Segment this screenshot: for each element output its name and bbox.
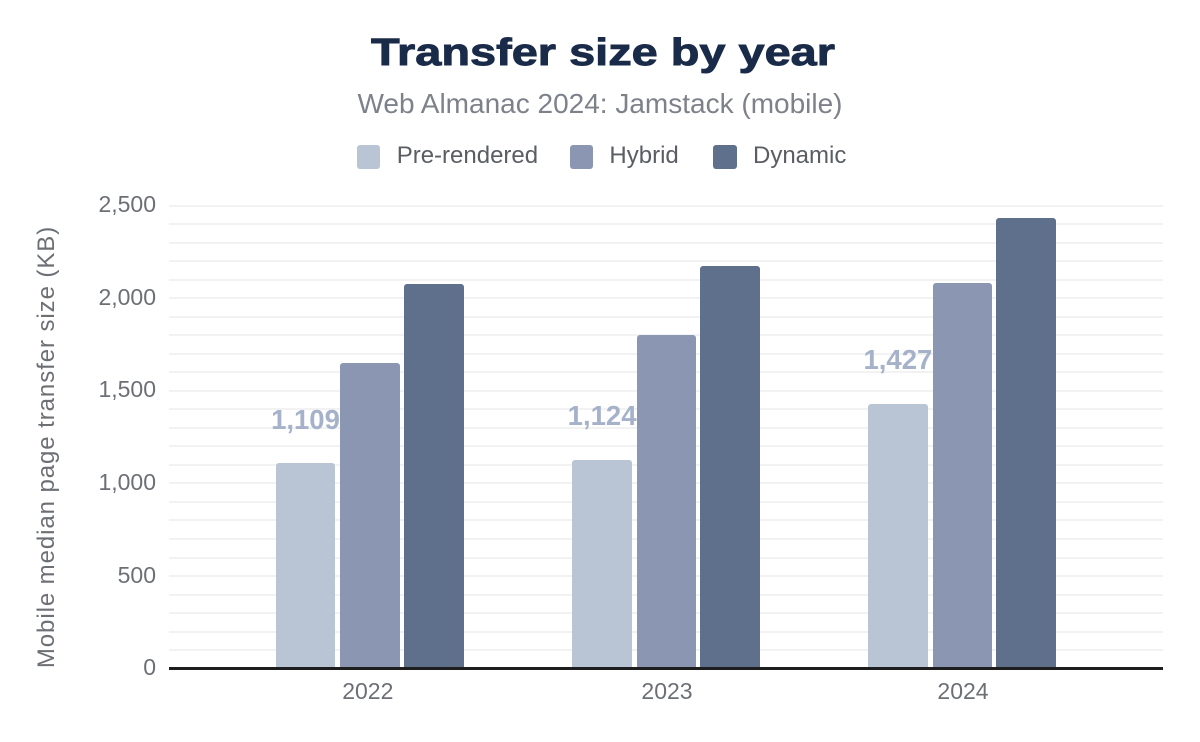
svg-text:Transfer size by year: Transfer size by year [371,31,835,74]
